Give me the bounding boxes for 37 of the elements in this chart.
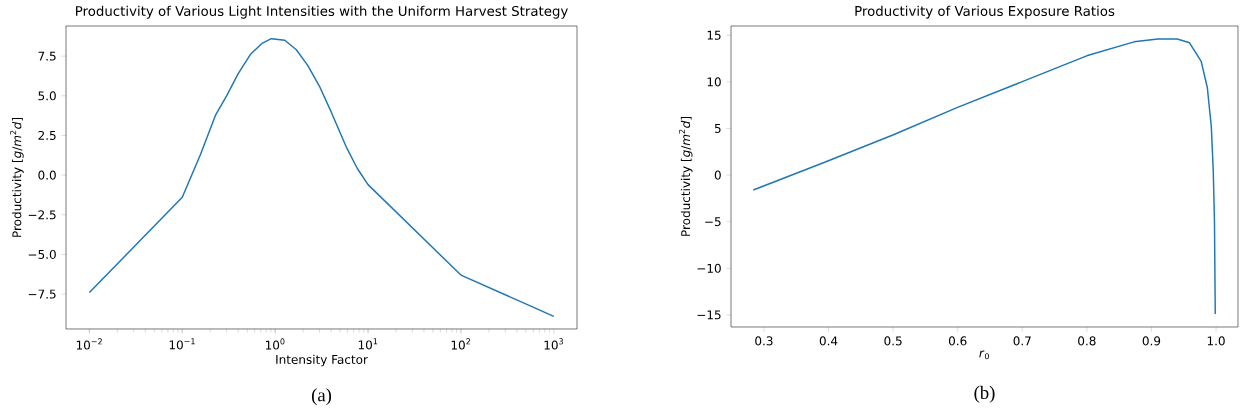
chart-title: Productivity of Various Exposure Ratios: [855, 5, 1115, 19]
x-axis-title: Intensity Factor: [276, 354, 368, 367]
y-tick-label: 5: [714, 124, 721, 133]
y-tick-label: −15: [697, 310, 721, 320]
y-tick-label: 2.5: [38, 130, 56, 140]
x-tick-label: 10$^{−1}$: [169, 338, 195, 350]
x-tick-label: 10$^{−2}$: [76, 338, 102, 350]
chart-title: Productivity of Various Light Intensities with the Uniform Harvest Strategy: [76, 5, 568, 19]
y-tick-label: 5.0: [38, 91, 56, 101]
x-tick-label: 10$^{0}$: [265, 338, 285, 350]
y-tick-label: −7.5: [28, 289, 56, 299]
y-tick-label: −5.0: [28, 249, 56, 259]
y-tick-label: −10: [697, 263, 721, 273]
y-axis-title: Productivity [g/m$^{2}$d]: [10, 117, 24, 237]
x-tick-label: 0.3: [755, 336, 773, 346]
y-tick-label: −5: [705, 217, 721, 227]
text: (b): [974, 385, 995, 403]
y-tick-label: 10: [707, 77, 721, 87]
y-axis-title: Productivity [g/m$^{2}$d]: [678, 116, 693, 236]
x-tick-label: 10$^{1}$: [358, 338, 378, 350]
y-tick-label: 0.0: [38, 170, 56, 180]
text: (a): [311, 388, 332, 406]
x-tick-label: 0.7: [1013, 336, 1031, 346]
x-tick-label: 0.8: [1078, 336, 1096, 346]
y-tick-label: 7.5: [38, 51, 56, 61]
x-axis-title: r$_{0}$: [979, 350, 989, 360]
x-tick-label: 10$^{2}$: [451, 338, 470, 350]
line-series: [752, 38, 1216, 315]
x-tick-label: 0.6: [948, 336, 967, 346]
y-tick-label: −2.5: [28, 210, 56, 220]
x-tick-label: 0.4: [819, 336, 838, 346]
x-tick-label: 10$^{3}$: [544, 338, 563, 350]
x-tick-label: 1.0: [1207, 336, 1225, 346]
y-tick-label: 0: [714, 170, 721, 180]
y-tick-label: 15: [707, 30, 721, 40]
x-tick-label: 0.9: [1142, 336, 1161, 346]
x-tick-label: 0.5: [884, 336, 902, 346]
